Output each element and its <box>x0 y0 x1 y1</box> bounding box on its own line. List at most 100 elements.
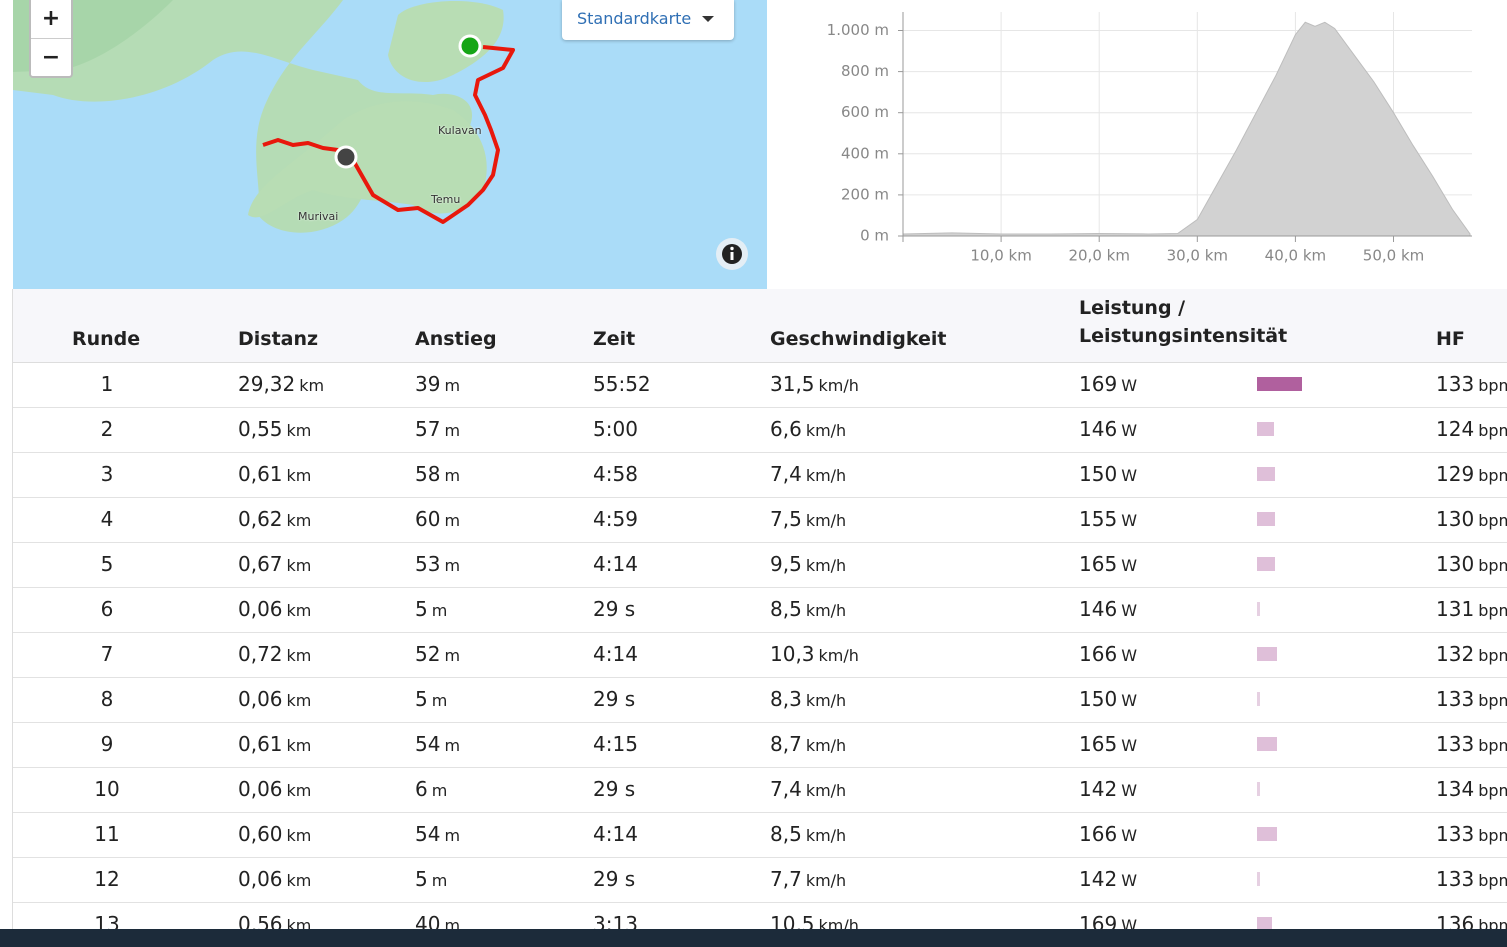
time-cell: 4:14 <box>593 552 638 576</box>
time-cell: 4:59 <box>593 507 638 531</box>
speed-cell: 7,4 km/h <box>770 777 846 801</box>
power-cell: 166 W <box>1079 822 1137 846</box>
unit: m <box>444 376 461 395</box>
climb-value: 53 <box>415 552 441 576</box>
speed-cell: 7,4 km/h <box>770 462 846 486</box>
unit: bpm <box>1478 466 1507 485</box>
table-row: 3 0,61 km 58 m 4:58 7,4 km/h 150 W 129 bpm <box>13 452 1507 498</box>
time-value: 4:14 <box>593 552 638 576</box>
hr-cell: 133 bpm <box>1436 867 1507 891</box>
unit: m <box>444 511 461 530</box>
intensity-bar <box>1257 827 1277 841</box>
distance-value: 0,61 <box>238 462 283 486</box>
unit: W <box>1121 646 1138 665</box>
distance-cell: 29,32 km <box>238 372 324 396</box>
climb-value: 57 <box>415 417 441 441</box>
table-header: Runde Distanz Anstieg Zeit Geschwindigkeit Le… <box>13 289 1507 363</box>
time-value: 29 s <box>593 777 636 801</box>
unit: bpm <box>1478 601 1507 620</box>
x-tick-label: 50,0 km <box>1363 247 1424 265</box>
unit: m <box>444 466 461 485</box>
table-row: 1 29,32 km 39 m 55:52 31,5 km/h 169 W 133 bpm <box>13 362 1507 408</box>
distance-cell: 0,61 km <box>238 732 311 756</box>
climb-cell: 53 m <box>415 552 460 576</box>
climb-value: 52 <box>415 642 441 666</box>
speed-value: 8,7 <box>770 732 802 756</box>
unit: km <box>286 421 312 440</box>
unit: bpm <box>1478 556 1507 575</box>
speed-value: 10,3 <box>770 642 815 666</box>
power-value: 169 <box>1079 372 1118 396</box>
land <box>388 0 504 83</box>
time-cell: 29 s <box>593 867 635 891</box>
unit: km <box>286 601 312 620</box>
table-row: 6 0,06 km 5 m 29 s 8,5 km/h 146 W 131 bpm <box>13 587 1507 633</box>
hr-cell: 131 bpm <box>1436 597 1507 621</box>
map-tiles <box>13 0 748 270</box>
unit: km/h <box>805 466 847 485</box>
y-tick-label: 400 m <box>841 144 889 162</box>
intensity-bar <box>1257 377 1302 391</box>
hr-value: 132 <box>1436 642 1475 666</box>
unit: m <box>444 826 461 845</box>
distance-value: 0,61 <box>238 732 283 756</box>
table-row: 10 0,06 km 6 m 29 s 7,4 km/h 142 W 134 bpm <box>13 767 1507 813</box>
climb-value: 39 <box>415 372 441 396</box>
unit: m <box>431 691 448 710</box>
hr-value: 133 <box>1436 822 1475 846</box>
intensity-bar <box>1257 467 1275 481</box>
x-tick-label: 40,0 km <box>1265 247 1326 265</box>
table-row: 8 0,06 km 5 m 29 s 8,3 km/h 150 W 133 bpm <box>13 677 1507 723</box>
speed-cell: 8,5 km/h <box>770 597 846 621</box>
speed-cell: 8,3 km/h <box>770 687 846 711</box>
unit: m <box>431 601 448 620</box>
time-value: 3:13 <box>593 912 638 929</box>
power-value: 146 <box>1079 597 1118 621</box>
speed-value: 7,4 <box>770 462 802 486</box>
intensity-bar <box>1257 692 1260 706</box>
time-value: 4:58 <box>593 462 638 486</box>
unit: bpm <box>1478 646 1507 665</box>
power-value: 166 <box>1079 822 1118 846</box>
x-tick-label: 10,0 km <box>970 247 1031 265</box>
y-tick-label: 1.000 m <box>827 21 889 39</box>
climb-cell: 58 m <box>415 462 460 486</box>
distance-cell: 0,62 km <box>238 507 311 531</box>
map[interactable]: + − Standardkarte Kulavan Temu Murivai <box>13 0 767 289</box>
hr-value: 131 <box>1436 597 1475 621</box>
power-value: 165 <box>1079 552 1118 576</box>
time-value: 5:00 <box>593 417 638 441</box>
distance-value: 0,06 <box>238 597 283 621</box>
intensity-bar <box>1257 557 1275 571</box>
time-cell: 29 s <box>593 777 635 801</box>
time-cell: 29 s <box>593 687 635 711</box>
speed-cell: 31,5 km/h <box>770 372 859 396</box>
power-cell: 155 W <box>1079 507 1137 531</box>
speed-cell: 10,3 km/h <box>770 642 859 666</box>
hr-cell: 134 bpm <box>1436 777 1507 801</box>
zoom-control: + − <box>29 0 73 78</box>
unit: km/h <box>805 556 847 575</box>
zoom-out[interactable]: − <box>31 38 71 77</box>
intensity-bar <box>1257 602 1260 616</box>
unit: km/h <box>805 781 847 800</box>
unit: km <box>286 646 312 665</box>
time-cell: 5:00 <box>593 417 638 441</box>
time-value: 29 s <box>593 687 636 711</box>
table-row: 11 0,60 km 54 m 4:14 8,5 km/h 166 W 133 bpm <box>13 812 1507 858</box>
climb-value: 54 <box>415 822 441 846</box>
table-row: 13 0,56 km 40 m 3:13 10,5 km/h 169 W 136 bpm <box>13 902 1507 929</box>
unit: km <box>286 691 312 710</box>
table-row: 9 0,61 km 54 m 4:15 8,7 km/h 165 W 133 bpm <box>13 722 1507 768</box>
zoom-in[interactable]: + <box>41 6 61 31</box>
time-value: 4:15 <box>593 732 638 756</box>
speed-cell: 6,6 km/h <box>770 417 846 441</box>
unit: km/h <box>805 691 847 710</box>
layer-dropdown[interactable]: Standardkarte <box>562 0 734 40</box>
x-tick-label: 20,0 km <box>1068 247 1129 265</box>
climb-value: 58 <box>415 462 441 486</box>
distance-value: 0,72 <box>238 642 283 666</box>
taskbar <box>0 929 1507 947</box>
